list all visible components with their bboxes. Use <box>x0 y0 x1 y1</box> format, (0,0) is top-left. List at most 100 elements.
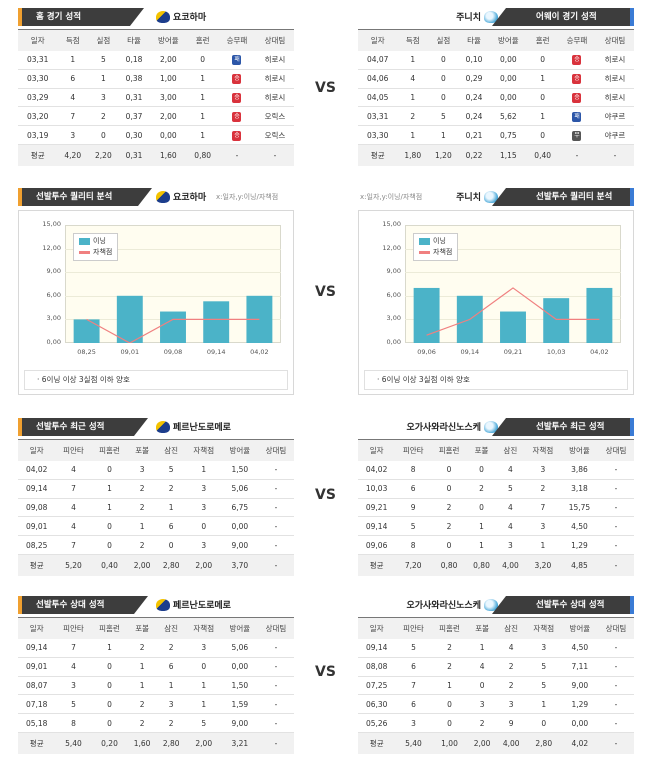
table-cell: 09,01 <box>25 662 48 672</box>
table-cell: 0,38 <box>125 74 143 84</box>
bar-innings <box>413 287 440 343</box>
table-cell: 0 <box>107 699 112 709</box>
column-header: 타율 <box>127 35 141 45</box>
table-cell: 0,00 <box>231 662 249 672</box>
table-cell: 03,29 <box>26 92 49 102</box>
table-cell: 6 <box>168 662 174 672</box>
average-cell: 2,00 <box>195 739 213 749</box>
x-tick-label: 09,01 <box>120 348 140 356</box>
table-cell: - <box>614 699 618 709</box>
legend-bar-swatch-icon <box>419 237 430 245</box>
table-cell: 2 <box>139 718 145 728</box>
table-cell: 09,14 <box>25 643 48 653</box>
table-cell: 0 <box>446 465 452 475</box>
table-cell: 6 <box>411 699 416 709</box>
table-cell: 0 <box>446 484 452 494</box>
table-cell: 1,50 <box>231 465 249 475</box>
table-cell: 9,00 <box>231 540 249 550</box>
table-cell: 1 <box>107 484 112 494</box>
table-cell: 1,50 <box>231 680 249 690</box>
column-header: 실점 <box>436 35 451 45</box>
average-cell: 2,80 <box>535 739 553 749</box>
table-cell: 7 <box>540 502 546 512</box>
left-opp-pitcher-label: 페르난도로메로 <box>173 601 231 611</box>
average-cell: 5,40 <box>405 739 422 749</box>
result-badge-icon: 패 <box>232 55 242 66</box>
table-cell: 1,00 <box>159 74 177 84</box>
table-cell: 1 <box>479 540 484 550</box>
gridline <box>65 248 281 250</box>
table-cell: - <box>614 465 618 475</box>
average-cell: 0,20 <box>101 739 118 749</box>
yokohama-logo-icon <box>156 420 170 433</box>
right-recent-tab: 선발투수 최근 성적 <box>492 418 634 436</box>
average-cell: 4,20 <box>64 151 82 161</box>
table-cell: 05,18 <box>25 718 48 728</box>
away-team-label: 주니치 <box>456 13 481 23</box>
left-opp-tab: 선발투수 상대 성적 <box>18 596 148 614</box>
column-header: 승무패 <box>566 35 588 45</box>
table-cell: 8 <box>410 540 416 550</box>
result-cell: 승 <box>218 126 256 145</box>
average-cell: - <box>273 151 277 161</box>
table-cell: 4,50 <box>571 521 588 531</box>
table-header-row: 일자 피안타 피홈런 포볼 삼진 자책점 방어율 상대팀 <box>358 439 634 461</box>
table-cell: 3 <box>201 643 207 653</box>
average-cell: 평균 <box>29 739 44 749</box>
table-cell: 1 <box>139 680 145 690</box>
result-cell: 승 <box>558 51 596 70</box>
table-cell: 0 <box>446 540 452 550</box>
average-cell: - <box>614 739 618 749</box>
table-cell: 3 <box>139 465 145 475</box>
y-tick-label: 3,00 <box>46 314 61 323</box>
left-quality-team: 요코하마 <box>156 190 206 203</box>
table-cell: 0 <box>479 680 485 690</box>
table-cell: 2 <box>168 484 174 494</box>
table-cell: 3 <box>540 465 546 475</box>
result-badge-icon: 패 <box>572 111 582 122</box>
vs-label-4: VS <box>315 664 336 680</box>
y-tick-label: 12,00 <box>42 243 61 252</box>
left-recent-tab: 선발투수 최근 성적 <box>18 418 148 436</box>
table-cell: 0,00 <box>159 130 177 140</box>
average-cell: 0,40 <box>101 561 118 571</box>
table-cell: 09,14 <box>25 484 48 494</box>
table-cell: 3 <box>201 484 207 494</box>
result-cell: 무 <box>558 126 596 145</box>
table-cell: 1 <box>201 699 207 709</box>
column-header: 자책점 <box>533 623 555 633</box>
table-cell: 0 <box>540 55 546 65</box>
table-cell: 0,10 <box>465 55 483 65</box>
table-cell: 0,00 <box>231 521 249 531</box>
table-cell: 0 <box>447 699 452 709</box>
average-cell: 2,20 <box>95 151 112 161</box>
right-opp-table: 일자 피안타 피홈런 포볼 삼진 자책점 방어율 상대팀 09,14 5 2 1 4 3 4,50-08,0… <box>358 617 634 755</box>
gridline <box>65 295 281 297</box>
table-cell: - <box>614 680 618 690</box>
result-cell: 승 <box>558 88 596 107</box>
average-cell: 0,40 <box>534 151 551 161</box>
table-row: 04,07 1 0 0,10 0,00 0 승 히로시 <box>358 51 634 70</box>
column-header: 삼진 <box>503 445 518 455</box>
bar-innings <box>73 319 100 343</box>
right-opp-section: 오가사와라신노스케 선발투수 상대 성적 일자 피안타 피홈런 포볼 삼진 자책점 방어율 상… <box>358 594 634 755</box>
table-row: 07,18 5 0 2 3 1 1,59 - <box>18 695 294 714</box>
column-header: 방어율 <box>569 623 591 633</box>
table-row: 09,14 7 1 2 2 3 5,06 - <box>18 639 294 658</box>
table-cell: 1 <box>541 699 547 709</box>
table-cell: - <box>614 643 618 653</box>
table-row: 09,01 4 0 1 6 0 0,00 - <box>18 657 294 677</box>
opponent-cell: 히로시 <box>264 74 286 84</box>
table-cell: 1 <box>139 662 145 672</box>
average-cell: 3,70 <box>231 561 249 571</box>
column-header: 방어율 <box>229 623 251 633</box>
table-cell: 0,00 <box>571 718 589 728</box>
average-cell: - <box>614 561 618 571</box>
column-header: 피홈런 <box>99 623 120 633</box>
y-tick-label: 15,00 <box>42 220 61 228</box>
vs-label-1: VS <box>315 80 336 96</box>
table-cell: 1 <box>447 680 452 690</box>
table-row: 09,14 5 2 1 4 3 4,50 - <box>358 517 634 536</box>
right-opp-header: 오가사와라신노스케 선발투수 상대 성적 <box>358 594 634 614</box>
table-cell: 1,59 <box>231 699 249 709</box>
